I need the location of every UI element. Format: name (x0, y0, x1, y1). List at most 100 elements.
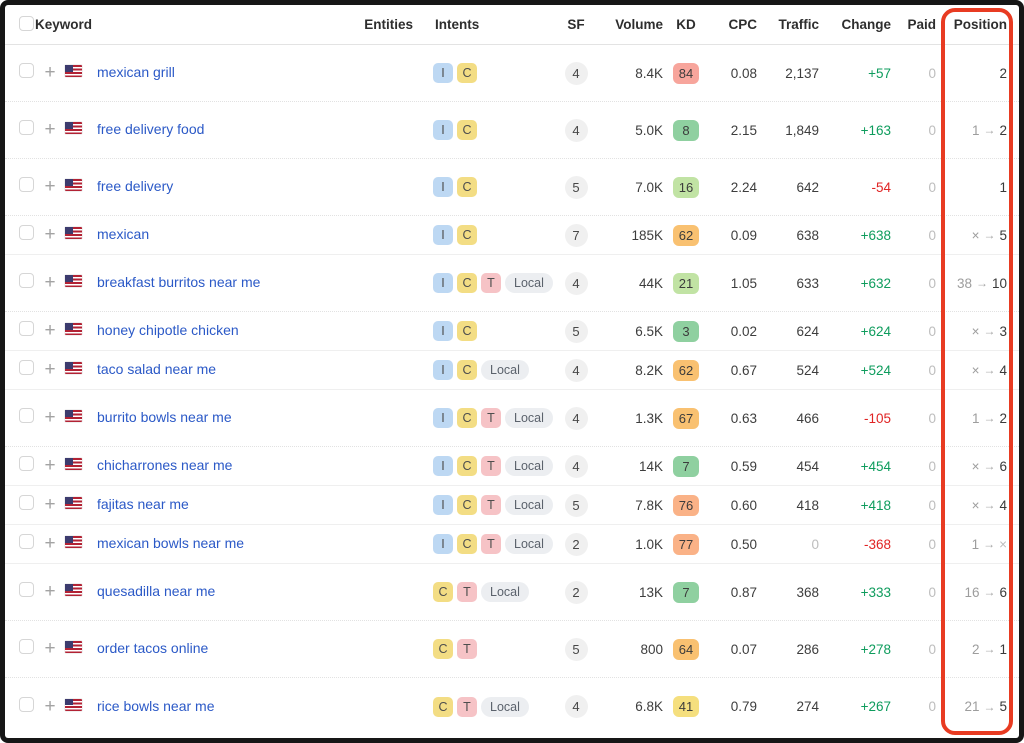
plus-icon[interactable]: + (44, 638, 56, 659)
intents-cell: I C T Local (433, 456, 553, 476)
checkbox-icon[interactable] (19, 639, 34, 654)
intent-badge-i: I (433, 360, 453, 380)
keyword-link[interactable]: free delivery food (97, 121, 205, 137)
column-header-volume[interactable]: Volume (615, 17, 663, 32)
plus-icon[interactable]: + (44, 272, 56, 293)
us-flag-icon (65, 65, 82, 77)
column-header-cpc[interactable]: CPC (728, 17, 757, 32)
add-keyword-cell: + (35, 639, 65, 659)
table-row[interactable]: + rice bowls near me C T Local 4 6.8K 41 0… (5, 678, 1019, 735)
keyword-link[interactable]: breakfast burritos near me (97, 274, 261, 290)
checkbox-icon[interactable] (19, 582, 34, 597)
us-flag-icon (65, 458, 82, 470)
checkbox-icon[interactable] (19, 495, 34, 510)
column-header-intents[interactable]: Intents (435, 17, 480, 32)
position-cell: × → 5 (936, 228, 1007, 243)
plus-icon[interactable]: + (44, 320, 56, 341)
keyword-link[interactable]: chicharrones near me (97, 457, 233, 473)
country-cell (65, 121, 97, 139)
country-cell (65, 698, 97, 716)
plus-icon[interactable]: + (44, 62, 56, 83)
keyword-link[interactable]: fajitas near me (97, 496, 189, 512)
checkbox-icon[interactable] (19, 456, 34, 471)
table-row[interactable]: + fajitas near me I C T Local 5 7.8K 76 0.6… (5, 486, 1019, 525)
table-row[interactable]: + breakfast burritos near me I C T Local 4 … (5, 255, 1019, 312)
us-flag-icon (65, 122, 82, 134)
position-arrow-icon: → (983, 411, 996, 425)
checkbox-icon[interactable] (19, 225, 34, 240)
paid-value: 0 (928, 699, 936, 714)
checkbox-icon[interactable] (19, 63, 34, 78)
keyword-link[interactable]: honey chipotle chicken (97, 322, 239, 338)
keyword-link[interactable]: mexican bowls near me (97, 535, 245, 551)
plus-icon[interactable]: + (44, 494, 56, 515)
keyword-link[interactable]: mexican (97, 226, 150, 242)
plus-icon[interactable]: + (44, 407, 56, 428)
keyword-link[interactable]: quesadilla near me (97, 583, 216, 599)
add-keyword-cell: + (35, 63, 65, 83)
checkbox-icon[interactable] (19, 15, 34, 31)
checkbox-icon[interactable] (19, 360, 34, 375)
plus-icon[interactable]: + (44, 581, 56, 602)
position-cell: 1 → × (936, 537, 1007, 552)
plus-icon[interactable]: + (44, 224, 56, 245)
table-row[interactable]: + quesadilla near me C T Local 2 13K 7 0.8… (5, 564, 1019, 621)
checkbox-icon[interactable] (19, 273, 34, 288)
keyword-link[interactable]: mexican grill (97, 64, 175, 80)
position-arrow-icon: → (983, 123, 996, 137)
traffic-value: 274 (796, 699, 819, 714)
country-cell (65, 583, 97, 601)
intent-badge-c: C (457, 534, 477, 554)
row-checkbox-cell (19, 582, 35, 602)
checkbox-icon[interactable] (19, 177, 34, 192)
keyword-cell: order tacos online (97, 640, 353, 658)
column-header-traffic[interactable]: Traffic (778, 17, 819, 32)
keyword-link[interactable]: order tacos online (97, 640, 209, 656)
checkbox-icon[interactable] (19, 321, 34, 336)
cpc-value: 0.67 (730, 362, 757, 378)
keyword-link[interactable]: free delivery (97, 178, 174, 194)
checkbox-icon[interactable] (19, 534, 34, 549)
plus-icon[interactable]: + (44, 695, 56, 717)
column-header-paid[interactable]: Paid (907, 17, 936, 32)
intent-badge-c: C (457, 456, 477, 476)
checkbox-icon[interactable] (19, 696, 34, 712)
keyword-link[interactable]: burrito bowls near me (97, 409, 232, 425)
column-header-keyword[interactable]: Keyword (35, 17, 93, 32)
paid-value: 0 (928, 179, 936, 195)
add-keyword-cell: + (35, 321, 65, 341)
plus-icon[interactable]: + (44, 533, 56, 554)
us-flag-icon (65, 641, 82, 653)
column-header-change[interactable]: Change (841, 17, 891, 32)
table-row[interactable]: + chicharrones near me I C T Local 4 14K 7 … (5, 447, 1019, 486)
table-row[interactable]: + burrito bowls near me I C T Local 4 1.3K … (5, 390, 1019, 447)
column-header-entities[interactable]: Entities (364, 17, 413, 32)
checkbox-icon[interactable] (19, 120, 34, 135)
table-row[interactable]: + taco salad near me I C Local 4 8.2K 62 0… (5, 351, 1019, 390)
plus-icon[interactable]: + (44, 359, 56, 380)
table-row[interactable]: + mexican bowls near me I C T Local 2 1.0K … (5, 525, 1019, 564)
keyword-link[interactable]: taco salad near me (97, 361, 217, 377)
plus-icon[interactable]: + (44, 455, 56, 476)
position-arrow-icon: → (975, 276, 988, 290)
plus-icon[interactable]: + (44, 176, 56, 197)
plus-icon[interactable]: + (44, 119, 56, 140)
column-header-kd[interactable]: KD (676, 17, 696, 32)
select-all-checkbox[interactable] (19, 15, 35, 34)
keyword-cell: rice bowls near me (97, 698, 353, 716)
checkbox-icon[interactable] (19, 408, 34, 423)
change-value: -105 (863, 410, 891, 426)
column-header-position[interactable]: Position (953, 17, 1007, 32)
position-current: 4 (999, 497, 1007, 513)
intent-badge-t: T (481, 273, 501, 293)
column-header-sf[interactable]: SF (567, 17, 585, 32)
keyword-link[interactable]: rice bowls near me (97, 697, 215, 714)
